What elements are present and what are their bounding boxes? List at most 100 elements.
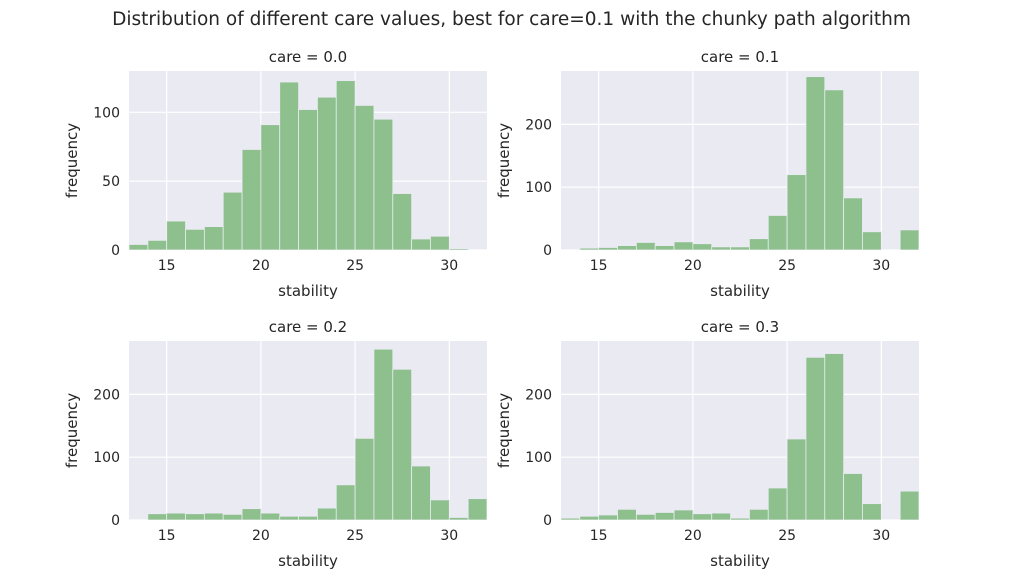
histogram-bar — [786, 438, 807, 520]
histogram-bar — [392, 368, 413, 520]
histogram-bar — [598, 514, 618, 520]
histogram-bar — [617, 508, 637, 520]
histogram-bar — [918, 247, 919, 250]
bars — [129, 80, 469, 250]
x-tick-label: 25 — [778, 528, 796, 544]
bars — [579, 76, 919, 250]
x-tick-label: 20 — [252, 258, 270, 274]
histogram-bar — [899, 229, 919, 250]
histogram-bar — [862, 231, 882, 250]
histogram-bar — [129, 244, 149, 250]
histogram-bar — [635, 513, 656, 520]
histogram-bar — [805, 356, 826, 520]
y-tick-label: 0 — [543, 513, 552, 529]
histogram-bar — [335, 80, 356, 250]
y-tick-label: 100 — [525, 180, 552, 196]
histogram-bar — [617, 245, 637, 250]
y-tick-label: 0 — [111, 243, 120, 259]
histogram-bar — [805, 76, 826, 250]
x-tick-label: 25 — [778, 258, 796, 274]
x-tick-label: 20 — [684, 528, 702, 544]
histogram-bar — [730, 246, 750, 250]
histogram-panel: 15 20 25 30 0 100 200 care = 0.2 stability freque… — [63, 318, 487, 570]
histogram-bar — [824, 89, 845, 250]
histogram-bar — [147, 513, 168, 520]
histogram-bar — [692, 243, 713, 250]
y-axis-label: frequency — [495, 393, 513, 468]
histogram-panel: 15 20 25 30 0 100 200 care = 0.3 stability freque… — [495, 318, 919, 570]
y-tick-label: 0 — [111, 513, 120, 529]
histogram-bar — [843, 197, 863, 250]
panel-title: care = 0.3 — [701, 318, 779, 336]
histogram-bar — [430, 499, 450, 520]
y-tick-label: 200 — [525, 117, 552, 133]
histogram-bar — [185, 228, 205, 250]
histogram-bar — [317, 96, 337, 250]
bars — [147, 348, 487, 520]
x-axis-label: stability — [710, 552, 770, 570]
x-tick-label: 30 — [440, 258, 458, 274]
histogram-bar — [673, 241, 694, 250]
histogram-panel: 15 20 25 30 0 100 200 care = 0.1 stability freque… — [495, 48, 919, 300]
histogram-bar — [467, 498, 487, 520]
x-axis-label: stability — [278, 552, 338, 570]
x-tick-label: 20 — [684, 258, 702, 274]
histogram-bar — [579, 247, 600, 250]
histogram-bar — [730, 517, 750, 520]
histogram-bar — [279, 515, 299, 520]
histogram-bar — [203, 512, 224, 520]
histogram-bar — [203, 226, 224, 250]
panel-title: care = 0.1 — [701, 48, 779, 66]
histogram-bar — [241, 149, 262, 250]
x-tick-label: 25 — [346, 528, 364, 544]
histogram-bar — [298, 515, 318, 520]
histogram-bar — [317, 507, 337, 520]
histogram-bar — [824, 353, 845, 520]
figure-title: Distribution of different care values, b… — [112, 9, 911, 30]
histogram-bar — [654, 512, 675, 520]
histogram-bar — [711, 246, 731, 250]
histogram-bar — [222, 513, 243, 520]
y-tick-label: 100 — [525, 450, 552, 466]
histogram-bar — [222, 191, 243, 250]
histogram-bar — [373, 348, 394, 520]
histogram-bar — [635, 242, 656, 250]
y-tick-label: 0 — [543, 243, 552, 259]
histogram-bar — [166, 512, 186, 520]
histogram-bar — [279, 81, 299, 250]
histogram-bar — [448, 517, 469, 520]
plot-area — [561, 341, 919, 520]
y-axis-label: frequency — [63, 393, 81, 468]
histogram-bar — [862, 503, 882, 520]
histogram-bar — [373, 118, 394, 250]
histogram-bar — [561, 517, 581, 520]
y-tick-label: 100 — [93, 105, 120, 121]
bars — [561, 353, 919, 520]
histogram-bar — [241, 508, 262, 520]
histogram-bar — [692, 513, 713, 520]
x-tick-label: 30 — [872, 528, 890, 544]
x-tick-label: 25 — [346, 258, 364, 274]
panel-title: care = 0.0 — [269, 48, 347, 66]
histogram-bar — [786, 174, 807, 250]
x-tick-label: 15 — [158, 528, 176, 544]
x-tick-label: 20 — [252, 528, 270, 544]
histogram-bar — [448, 248, 469, 250]
histogram-bar — [298, 109, 318, 250]
x-tick-label: 15 — [590, 528, 608, 544]
histogram-bar — [260, 124, 281, 250]
histogram-bar — [411, 238, 431, 250]
panel-title: care = 0.2 — [269, 318, 347, 336]
x-axis-label: stability — [278, 282, 338, 300]
histogram-bar — [392, 193, 413, 250]
plot-area — [561, 71, 919, 250]
plot-area — [129, 341, 487, 520]
histogram-bar — [260, 512, 281, 520]
histogram-bar — [354, 437, 375, 520]
histogram-bar — [185, 513, 205, 520]
histogram-bar — [411, 465, 431, 520]
histogram-panel: 15 20 25 30 0 50 100 care = 0.0 stability frequen… — [63, 48, 487, 300]
histogram-bar — [767, 215, 788, 250]
histogram-bar — [486, 517, 487, 520]
